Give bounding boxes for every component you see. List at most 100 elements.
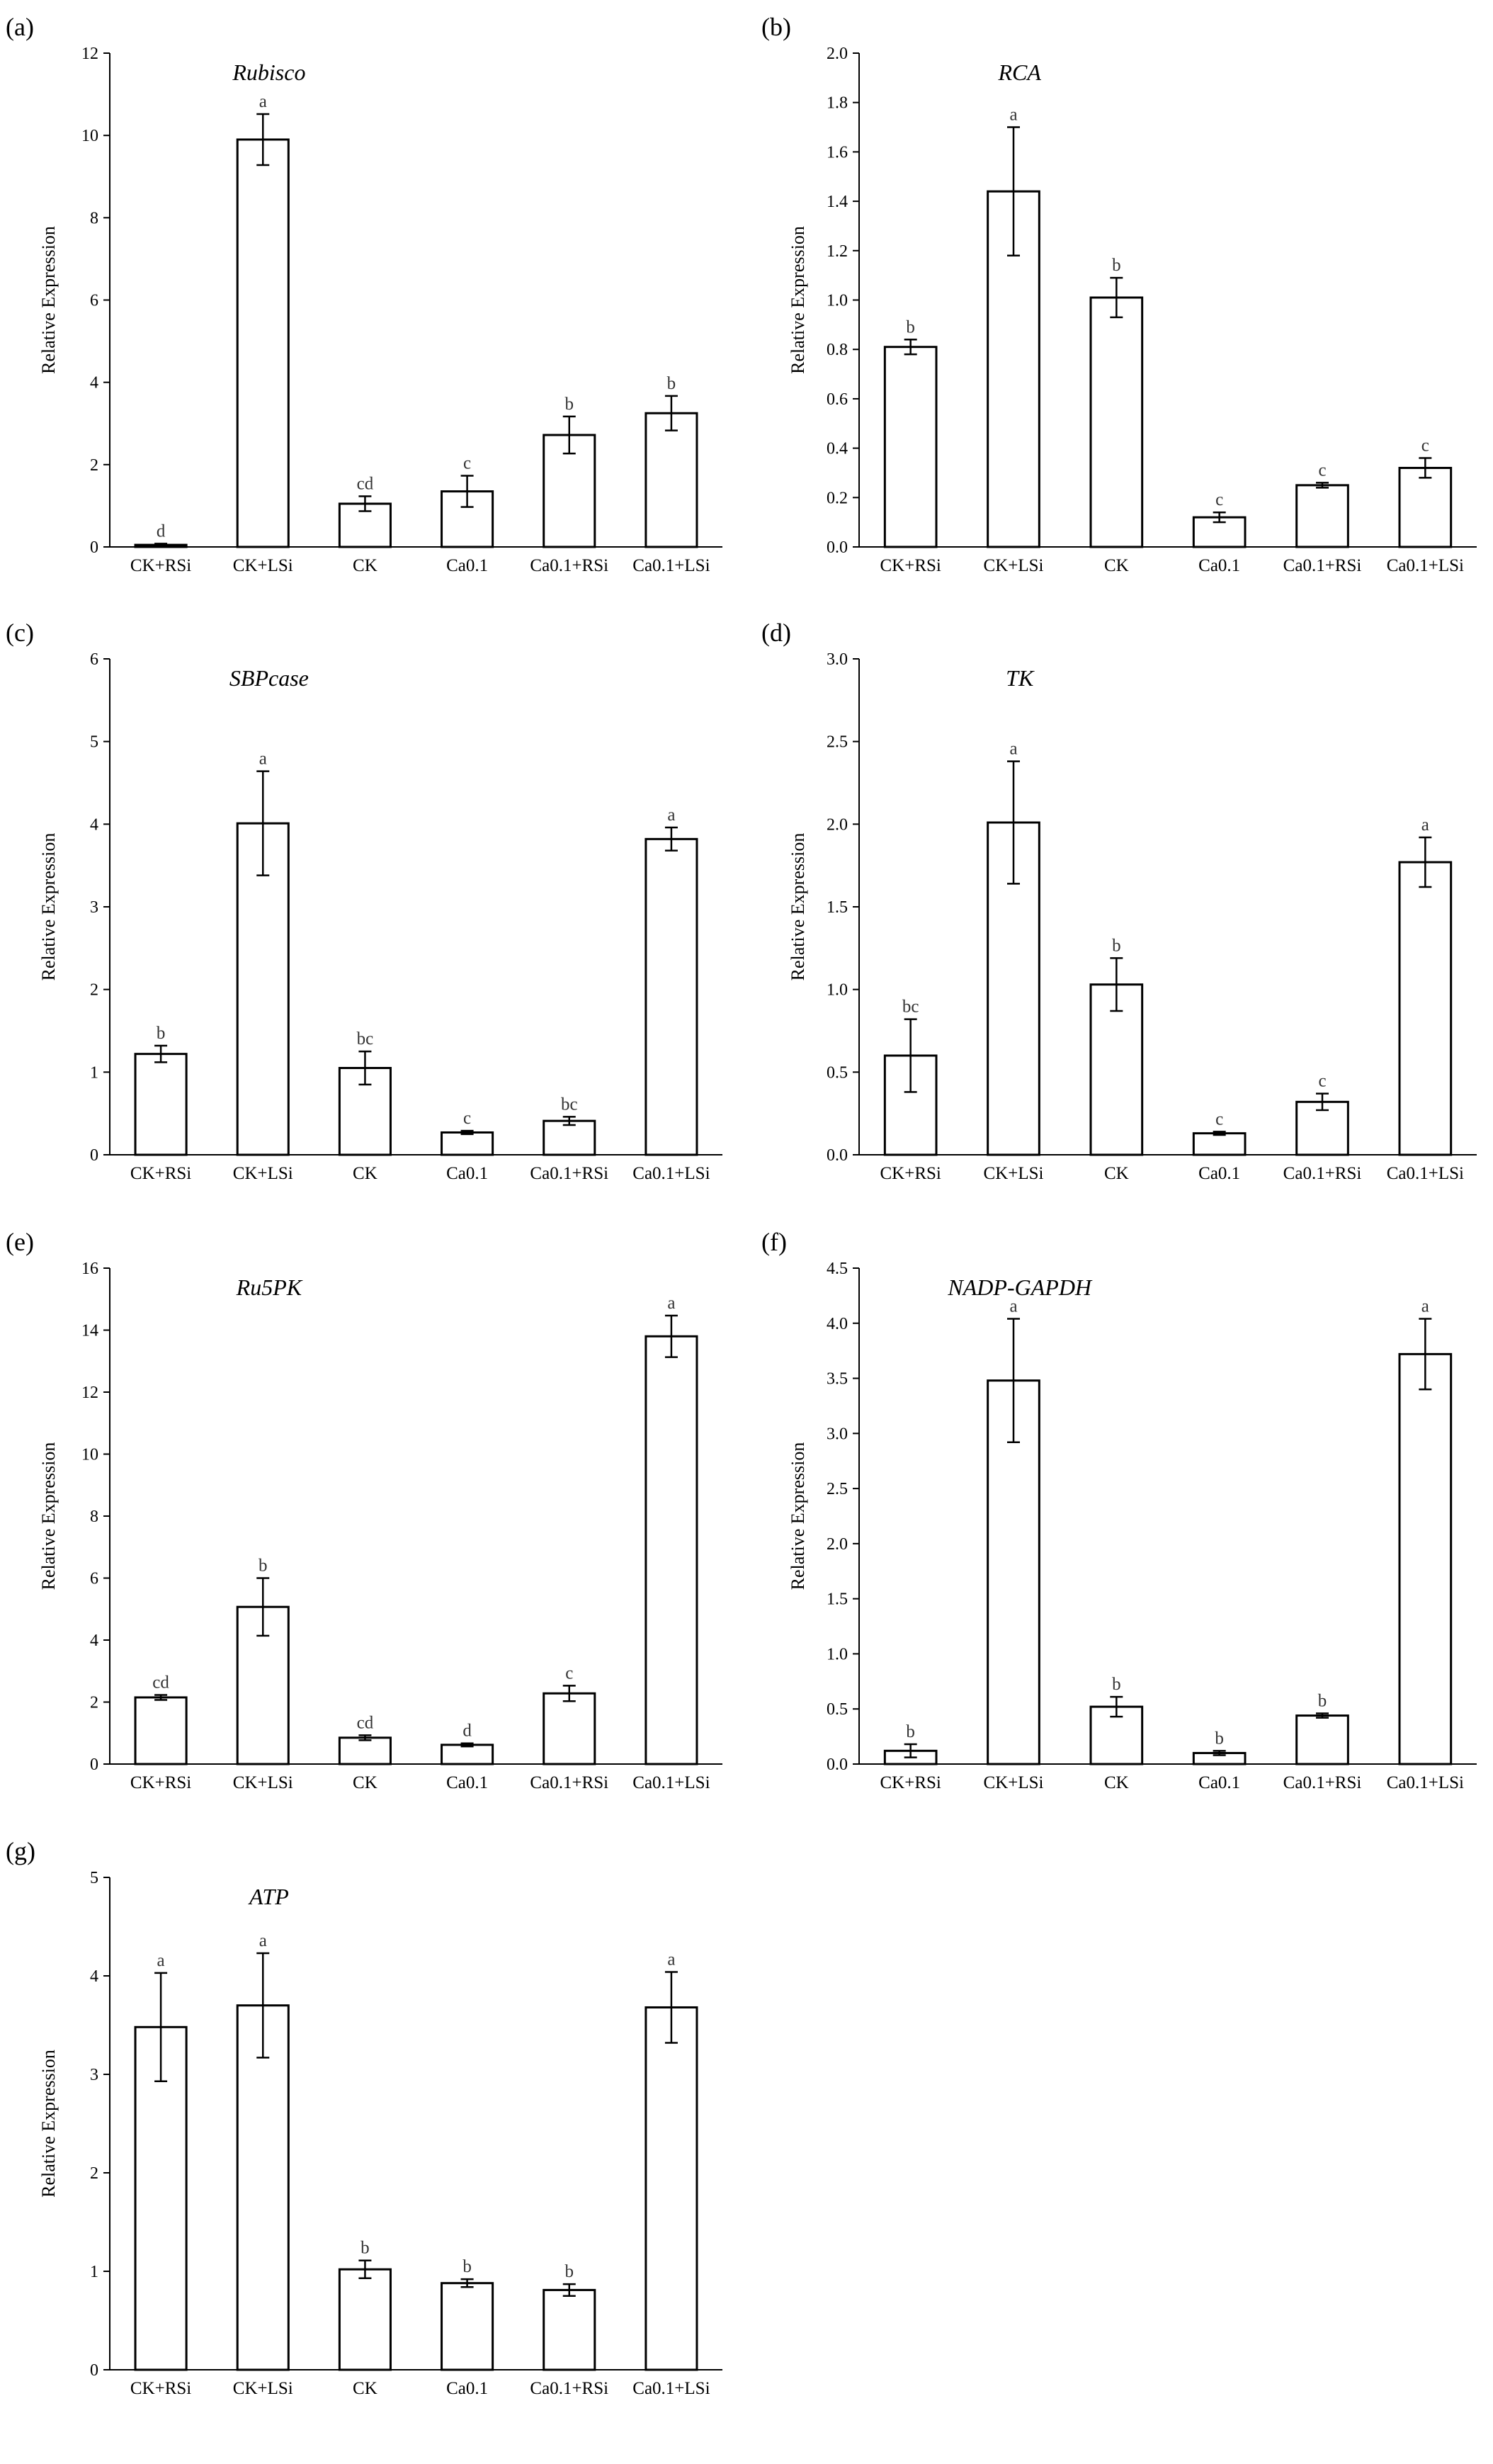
- chart-title: NADP-GAPDH: [947, 1275, 1093, 1300]
- category-label: Ca0.1: [1198, 1164, 1240, 1183]
- y-tick-label: 0: [90, 1756, 98, 1774]
- significance-label: b: [1112, 1675, 1121, 1694]
- category-label: CK+RSi: [130, 1773, 191, 1792]
- y-tick-label: 3.5: [827, 1370, 848, 1389]
- significance-label: b: [259, 1556, 268, 1576]
- bar: [645, 1335, 698, 1765]
- category-label: Ca0.1: [1198, 1773, 1240, 1792]
- significance-label: b: [906, 317, 915, 337]
- significance-label: b: [565, 2262, 574, 2281]
- category-label: CK: [1104, 1773, 1129, 1792]
- bar: [543, 1692, 596, 1765]
- category-label: Ca0.1: [446, 2379, 488, 2398]
- bar: [338, 2268, 392, 2371]
- category-label: Ca0.1: [446, 1164, 488, 1183]
- y-tick-label: 10: [81, 127, 98, 145]
- y-tick-label: 1.5: [827, 1590, 848, 1609]
- y-tick-label: 1.8: [827, 94, 848, 113]
- y-axis-title: Relative Expression: [788, 1442, 808, 1590]
- significance-label: c: [1215, 1109, 1223, 1129]
- category-label: Ca0.1: [446, 1773, 488, 1792]
- panel-label: (d): [761, 618, 791, 647]
- bar: [645, 412, 698, 548]
- y-tick-label: 16: [81, 1260, 98, 1278]
- bar: [441, 1744, 494, 1765]
- y-axis-title: Relative Expression: [38, 2050, 59, 2198]
- y-tick-label: 0.6: [827, 390, 848, 409]
- significance-label: cd: [357, 475, 374, 494]
- category-label: CK: [353, 556, 377, 575]
- category-label: Ca0.1+RSi: [530, 2379, 608, 2398]
- bar: [441, 2282, 494, 2371]
- category-label: CK+LSi: [233, 1773, 293, 1792]
- significance-label: a: [667, 1950, 675, 1969]
- y-tick-label: 8: [90, 209, 98, 227]
- category-label: CK+LSi: [984, 556, 1044, 575]
- y-tick-label: 0: [90, 2361, 98, 2380]
- y-tick-label: 1.2: [827, 242, 848, 261]
- y-tick-label: 2: [90, 2164, 98, 2183]
- y-tick-label: 4: [90, 815, 98, 834]
- category-label: Ca0.1+RSi: [1283, 556, 1362, 575]
- chart-title: RCA: [998, 60, 1042, 85]
- bar: [1398, 1352, 1453, 1765]
- category-label: CK+LSi: [233, 2379, 293, 2398]
- y-axis-title: Relative Expression: [38, 833, 59, 981]
- y-tick-label: 3: [90, 2066, 98, 2084]
- category-label: Ca0.1+LSi: [632, 2379, 710, 2398]
- significance-label: bc: [561, 1095, 578, 1114]
- panel-label: (a): [6, 13, 34, 41]
- bar: [441, 1131, 494, 1156]
- y-tick-label: 1.4: [827, 193, 848, 211]
- category-label: Ca0.1+LSi: [632, 556, 710, 575]
- category-label: CK: [353, 1164, 377, 1183]
- y-tick-label: 0.0: [827, 538, 848, 557]
- significance-label: b: [1318, 1691, 1327, 1710]
- bar: [236, 138, 290, 548]
- panel-label: (e): [6, 1228, 34, 1256]
- y-tick-label: 2.0: [827, 815, 848, 834]
- category-label: Ca0.1+RSi: [530, 1773, 608, 1792]
- bar: [236, 2004, 290, 2371]
- chart-panel-e: (e) 0 2 4 6 8 10 12 14 16 Relative Expression Ru5PK…: [6, 1228, 722, 1792]
- significance-label: c: [1318, 460, 1326, 480]
- significance-label: c: [1215, 490, 1223, 509]
- chart-panel-c: (c) 0 1 2 3 4 5 6 Relative Expression SBPcase b CK+…: [6, 618, 722, 1183]
- y-tick-label: 4: [90, 1632, 98, 1650]
- y-tick-label: 2: [90, 981, 98, 1000]
- bar: [883, 346, 938, 548]
- y-tick-label: 6: [90, 1570, 98, 1588]
- significance-label: c: [463, 454, 471, 473]
- y-tick-label: 3: [90, 898, 98, 917]
- y-tick-label: 6: [90, 292, 98, 310]
- category-label: Ca0.1+LSi: [1387, 1164, 1464, 1183]
- y-tick-label: 0.2: [827, 489, 848, 507]
- significance-label: b: [667, 374, 676, 393]
- category-label: Ca0.1: [1198, 556, 1240, 575]
- y-tick-label: 4.0: [827, 1315, 848, 1333]
- panel-label: (g): [6, 1837, 35, 1865]
- category-label: CK+LSi: [984, 1164, 1044, 1183]
- chart-title: SBPcase: [229, 665, 309, 691]
- y-axis-title: Relative Expression: [38, 226, 59, 374]
- bar: [1295, 484, 1349, 548]
- chart-title: TK: [1006, 665, 1035, 691]
- y-tick-label: 8: [90, 1508, 98, 1526]
- panel-label: (f): [761, 1228, 787, 1256]
- significance-label: a: [259, 1931, 267, 1950]
- significance-label: b: [157, 1024, 166, 1043]
- significance-label: c: [1318, 1072, 1326, 1091]
- significance-label: a: [1421, 815, 1429, 835]
- category-label: CK+LSi: [233, 1164, 293, 1183]
- y-tick-label: 0.5: [827, 1063, 848, 1082]
- y-tick-label: 0.0: [827, 1756, 848, 1774]
- y-tick-label: 5: [90, 1869, 98, 1887]
- panel-label: (b): [761, 13, 791, 41]
- bar: [987, 1379, 1040, 1765]
- y-tick-label: 10: [81, 1446, 98, 1464]
- significance-label: b: [906, 1722, 915, 1741]
- y-tick-label: 4.5: [827, 1260, 848, 1278]
- significance-label: a: [1009, 106, 1017, 125]
